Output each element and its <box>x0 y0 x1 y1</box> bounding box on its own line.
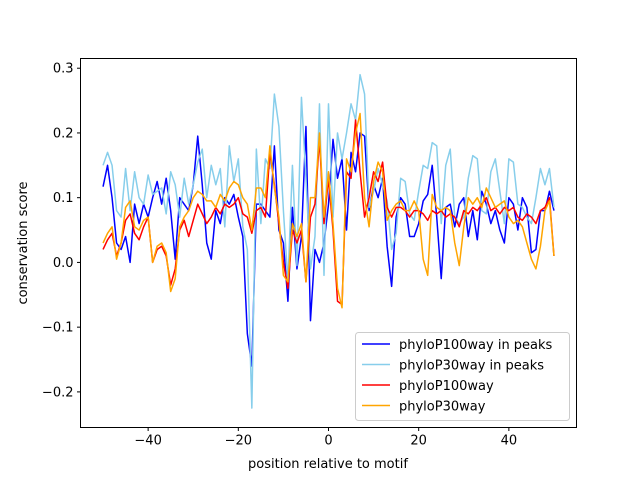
x-tick-label: 0 <box>324 434 332 449</box>
y-tick-label: −0.2 <box>42 385 74 400</box>
series-line-3 <box>102 112 555 309</box>
y-tick-label: 0.3 <box>53 62 74 77</box>
series-line-1 <box>102 73 555 409</box>
y-tick-label: 0.0 <box>53 256 74 271</box>
x-tick-label: −20 <box>225 434 252 449</box>
y-tick-label: 0.2 <box>53 126 74 141</box>
x-tick-label: 20 <box>410 434 427 449</box>
series-line-0 <box>102 125 555 367</box>
x-tick-label: 40 <box>501 434 518 449</box>
x-axis-label: position relative to motif <box>248 457 408 472</box>
legend: phyloP100way in peaks phyloP30way in peak… <box>355 332 570 421</box>
legend-label-1: phyloP30way in peaks <box>399 359 544 374</box>
legend-box <box>355 332 570 421</box>
series-lines <box>102 73 555 409</box>
y-tick-label: −0.1 <box>42 321 74 336</box>
y-tick-label: 0.1 <box>53 191 74 206</box>
x-tick-label: −40 <box>134 434 161 449</box>
legend-label-2: phyloP100way <box>399 379 494 394</box>
legend-label-0: phyloP100way in peaks <box>399 338 553 353</box>
legend-label-3: phyloP30way <box>399 400 486 415</box>
y-axis-label: conservation score <box>16 181 31 304</box>
x-axis: −40 −20 0 20 40 <box>134 427 518 449</box>
y-axis: −0.2 −0.1 0.0 0.1 0.2 0.3 <box>42 62 81 400</box>
